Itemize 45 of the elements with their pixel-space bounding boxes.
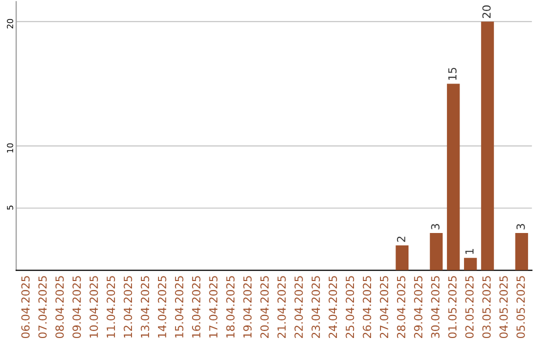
data-label: 2 [396, 236, 406, 242]
bar [430, 232, 443, 270]
x-tick-label: 01.05.2025 [448, 276, 457, 338]
x-tick-label: 29.04.2025 [414, 276, 422, 338]
x-tick-label: 18.04.2025 [226, 276, 235, 338]
x-tick-label: 04.05.2025 [499, 276, 508, 338]
x-tick-label: 17.04.2025 [209, 276, 218, 338]
bar [464, 258, 477, 270]
x-tick-label: 21.04.2025 [277, 276, 286, 338]
bar [446, 84, 460, 270]
x-tick-label: 09.04.2025 [72, 276, 81, 338]
x-tick-label: 26.04.2025 [362, 276, 372, 338]
x-tick-label: 07.04.2025 [38, 276, 47, 338]
x-tick-label: 02.05.2025 [465, 276, 474, 338]
x-tick-label: 28.04.2025 [396, 276, 406, 338]
x-tick-label: 13.04.2025 [140, 276, 150, 338]
x-tick-label: 30.04.2025 [431, 276, 440, 338]
x-tick-label: 24.04.2025 [328, 276, 338, 338]
y-tick-label: 5 [7, 206, 14, 210]
data-label: 15 [448, 68, 457, 80]
y-tick-label: 20 [6, 18, 14, 28]
data-label: 20 [482, 5, 491, 18]
bar [481, 22, 494, 270]
x-tick-label: 20.04.2025 [260, 276, 269, 338]
bar [396, 245, 409, 270]
x-tick-label: 22.04.2025 [294, 276, 303, 338]
x-tick-label: 12.04.2025 [124, 276, 132, 338]
x-tick-label: 14.04.2025 [158, 276, 166, 338]
x-tick-label: 11.04.2025 [106, 276, 116, 338]
x-tick-label: 19.04.2025 [243, 276, 252, 338]
x-tick-label: 05.05.2025 [516, 276, 525, 338]
data-label: 3 [516, 224, 525, 230]
x-tick-label: 08.04.2025 [55, 276, 64, 338]
x-tick-label: 25.04.2025 [346, 276, 354, 338]
data-label: 3 [431, 224, 440, 230]
bar [515, 232, 528, 270]
x-tick-label: 03.05.2025 [482, 276, 491, 338]
x-tick-label: 10.04.2025 [90, 276, 98, 338]
x-tick-label: 15.04.2025 [174, 276, 184, 338]
x-tick-label: 23.04.2025 [312, 276, 320, 338]
data-label: 1 [465, 249, 474, 254]
x-tick-label: 16.04.2025 [192, 276, 200, 338]
x-tick-label: 27.04.2025 [380, 276, 388, 338]
x-tick-label: 06.04.2025 [21, 276, 30, 338]
y-tick-label: 10 [6, 143, 14, 152]
